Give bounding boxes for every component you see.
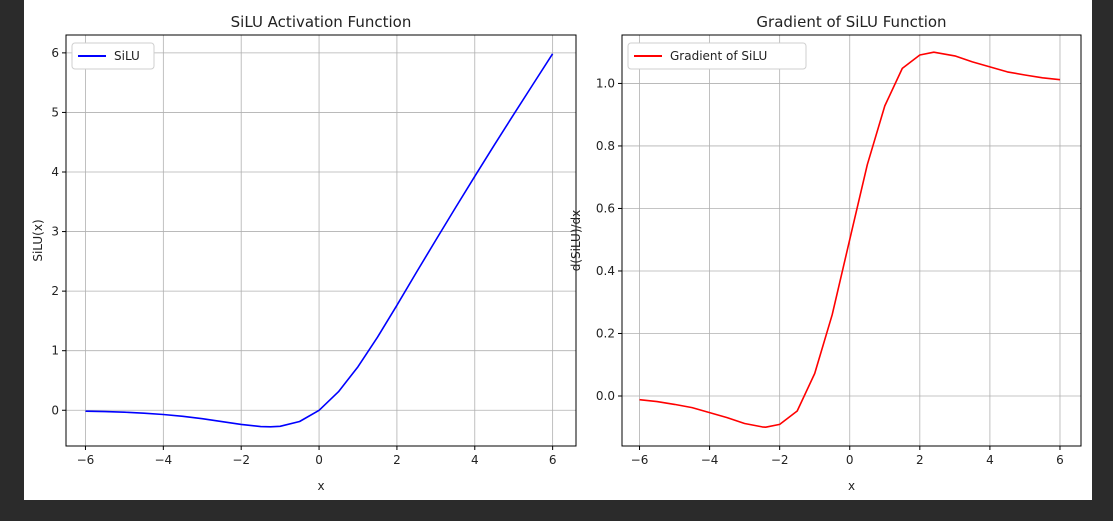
silu-plot-frame [65, 34, 577, 447]
silu-xtick-label-3: 0 [315, 453, 323, 467]
silu-legend-box [71, 42, 155, 70]
gradient-ytick-label-2: 0.4 [596, 264, 615, 278]
gradient-xtick-label-5: 4 [986, 453, 994, 467]
gradient-legend: Gradient of SiLU [627, 42, 807, 70]
silu-ytick-label-6: 6 [51, 46, 59, 60]
gradient-plot-frame [621, 34, 1082, 447]
gradient-xtick-label-3: 0 [846, 453, 854, 467]
silu-series [85, 53, 554, 428]
silu-xtick-label-1: −4 [154, 453, 172, 467]
silu-grid [66, 35, 576, 446]
gradient-grid [622, 35, 1081, 446]
gradient-ytick-label-1: 0.2 [596, 326, 615, 340]
silu-chart: −6 −4 −2 0 2 4 6 0 1 2 3 4 5 6 SiLU Activation Functi… [31, 13, 577, 493]
gradient-ticks: −6 −4 −2 0 2 4 6 0.0 0.2 0.4 0.6 0.8 1.0 [596, 76, 1064, 467]
gradient-ytick-label-3: 0.6 [596, 201, 615, 215]
silu-y-axis-label: SiLU(x) [31, 219, 45, 261]
figure: −6 −4 −2 0 2 4 6 0 1 2 3 4 5 6 SiLU Activation Functi… [24, 0, 1092, 500]
gradient-xtick-label-4: 2 [916, 453, 924, 467]
gradient-legend-label: Gradient of SiLU [670, 49, 767, 63]
silu-ytick-label-0: 0 [51, 403, 59, 417]
gradient-xtick-label-0: −6 [631, 453, 649, 467]
silu-ticks: −6 −4 −2 0 2 4 6 0 1 2 3 4 5 6 [51, 46, 556, 467]
silu-legend-label: SiLU [114, 49, 140, 63]
silu-line-0 [85, 53, 554, 428]
silu-xtick-label-6: 6 [549, 453, 557, 467]
silu-xtick-label-5: 4 [471, 453, 479, 467]
silu-ytick-label-2: 2 [51, 284, 59, 298]
silu-xtick-label-4: 2 [393, 453, 401, 467]
gradient-chart-title: Gradient of SiLU Function [756, 13, 946, 31]
gradient-xtick-label-6: 6 [1056, 453, 1064, 467]
gradient-line-0 [639, 51, 1061, 429]
silu-legend: SiLU [71, 42, 155, 70]
gradient-xtick-label-2: −2 [771, 453, 789, 467]
silu-chart-title: SiLU Activation Function [231, 13, 412, 31]
silu-ytick-label-3: 3 [51, 225, 59, 239]
gradient-ytick-label-5: 1.0 [596, 76, 615, 90]
silu-ytick-label-1: 1 [51, 344, 59, 358]
silu-ytick-label-4: 4 [51, 165, 59, 179]
silu-xtick-label-2: −2 [232, 453, 250, 467]
gradient-xtick-label-1: −4 [701, 453, 719, 467]
chart-figure: −6 −4 −2 0 2 4 6 0 1 2 3 4 5 6 SiLU Activation Functi… [31, 13, 1082, 493]
silu-ytick-label-5: 5 [51, 105, 59, 119]
gradient-ytick-label-0: 0.0 [596, 389, 615, 403]
silu-gradient-chart: −6 −4 −2 0 2 4 6 0.0 0.2 0.4 0.6 0.8 1.0 Gradient of… [569, 13, 1082, 493]
silu-xtick-label-0: −6 [77, 453, 95, 467]
silu-x-axis-label: x [317, 479, 324, 493]
gradient-ytick-label-4: 0.8 [596, 139, 615, 153]
gradient-legend-box [627, 42, 807, 70]
gradient-x-axis-label: x [848, 479, 855, 493]
gradient-series [639, 51, 1061, 429]
gradient-y-axis-label: d(SiLU)/dx [569, 210, 583, 272]
